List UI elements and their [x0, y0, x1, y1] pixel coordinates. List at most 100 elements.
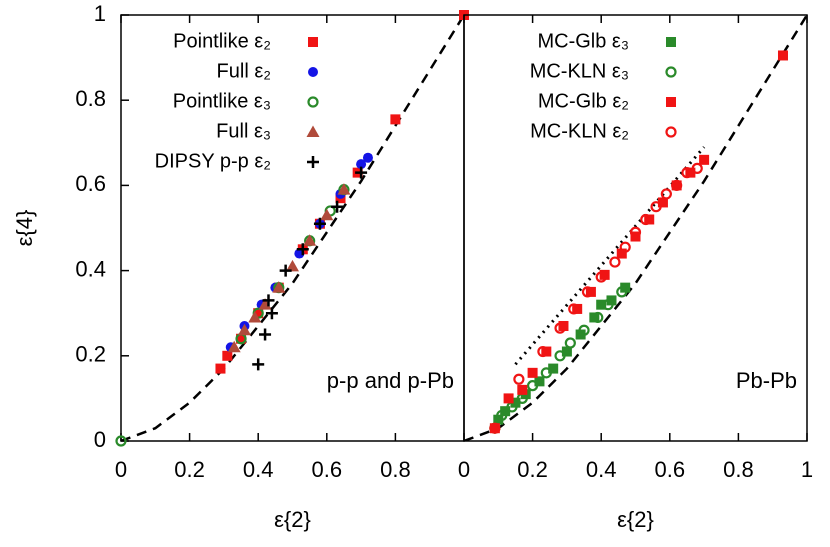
point: [554, 322, 566, 334]
x-tick-label: 0.4: [586, 457, 617, 482]
point: [362, 152, 373, 163]
point: [496, 409, 508, 422]
y-tick-label: 0.4: [75, 256, 106, 281]
point: [681, 167, 693, 179]
point: [602, 299, 614, 311]
point: [548, 363, 559, 374]
point: [356, 159, 367, 170]
legend-label: MC-Glb ε₃: [537, 30, 629, 52]
legend-marker: [665, 66, 677, 78]
y-tick-label: 0.8: [75, 86, 106, 111]
legend-marker: [307, 156, 319, 168]
point: [517, 384, 528, 395]
dashed-curve: [121, 15, 464, 441]
x-axis-label: ε{2}: [274, 507, 311, 532]
point: [320, 208, 334, 221]
point: [489, 423, 500, 434]
point: [596, 299, 607, 310]
point: [313, 217, 326, 230]
point: [227, 340, 241, 353]
point: [640, 213, 652, 226]
legend-label: Full ε₃: [216, 120, 271, 142]
legend-marker: [666, 97, 676, 107]
legend-marker: [665, 126, 677, 138]
point: [671, 179, 683, 191]
point: [595, 271, 607, 283]
point: [262, 294, 275, 307]
legend-label: MC-Glb ε₂: [538, 90, 629, 112]
point: [592, 311, 604, 324]
point: [568, 303, 580, 315]
point: [581, 286, 594, 298]
x-tick-label: 0.6: [312, 457, 343, 482]
point: [554, 350, 566, 362]
point: [272, 281, 286, 293]
point: [699, 154, 710, 165]
plot-frame: [463, 14, 808, 442]
legend-label: Pointlike ε₂: [173, 30, 271, 52]
point: [671, 180, 682, 191]
x-axis-label: ε{2}: [617, 507, 654, 532]
point: [527, 367, 538, 378]
point: [489, 422, 501, 434]
y-axis-label: ε{4}: [12, 210, 37, 247]
x-tick-label: 1: [801, 457, 813, 482]
x-tick-label: 0.8: [380, 457, 411, 482]
point: [660, 188, 672, 200]
point: [629, 226, 642, 238]
point: [526, 380, 539, 392]
point: [248, 310, 262, 323]
panel-annotation: Pb-Pb: [736, 368, 797, 393]
legend-label: Pointlike ε₃: [173, 90, 271, 112]
point: [303, 234, 317, 246]
legend-marker: [307, 96, 319, 108]
point: [609, 256, 621, 268]
point: [259, 328, 272, 341]
point: [657, 197, 668, 208]
dotted-curve: [514, 146, 706, 366]
point: [296, 243, 309, 256]
point: [265, 307, 278, 320]
x-tick-label: 0.4: [243, 457, 274, 482]
panel-annotation: p-p and p-Pb: [327, 368, 454, 393]
y-tick-label: 0.2: [75, 342, 106, 367]
legend-label: MC-KLN ε₂: [530, 120, 629, 142]
point: [236, 333, 247, 344]
point: [513, 373, 525, 385]
x-tick-label: 0.2: [517, 457, 548, 482]
legend-label: Full ε₂: [217, 60, 271, 82]
legend-label: MC-KLN ε₃: [530, 60, 629, 82]
point: [619, 241, 631, 253]
point: [331, 200, 344, 213]
x-tick-label: 0: [458, 457, 470, 482]
point: [279, 264, 292, 277]
point: [355, 166, 368, 179]
point: [115, 435, 127, 447]
point: [503, 393, 514, 404]
point: [691, 162, 703, 174]
x-tick-label: 0.2: [174, 457, 205, 482]
y-tick-label: 0.6: [75, 171, 106, 196]
legend-marker: [308, 37, 318, 47]
point: [337, 183, 351, 195]
point: [534, 376, 545, 387]
x-tick-label: 0.8: [723, 457, 754, 482]
point: [540, 367, 552, 379]
x-tick-label: 0: [115, 457, 127, 482]
point: [777, 50, 788, 61]
point: [390, 114, 401, 125]
x-tick-label: 0.6: [655, 457, 686, 482]
point: [561, 346, 572, 357]
point: [258, 298, 272, 310]
point: [564, 337, 576, 349]
point: [215, 363, 226, 374]
y-tick-label: 0: [94, 427, 106, 452]
point: [537, 345, 549, 358]
point: [616, 248, 627, 259]
legend-marker: [666, 37, 676, 47]
point: [650, 201, 662, 213]
legend-label: DIPSY p-p ε₂: [155, 150, 271, 172]
point: [252, 358, 265, 371]
y-tick-label: 1: [94, 1, 106, 26]
